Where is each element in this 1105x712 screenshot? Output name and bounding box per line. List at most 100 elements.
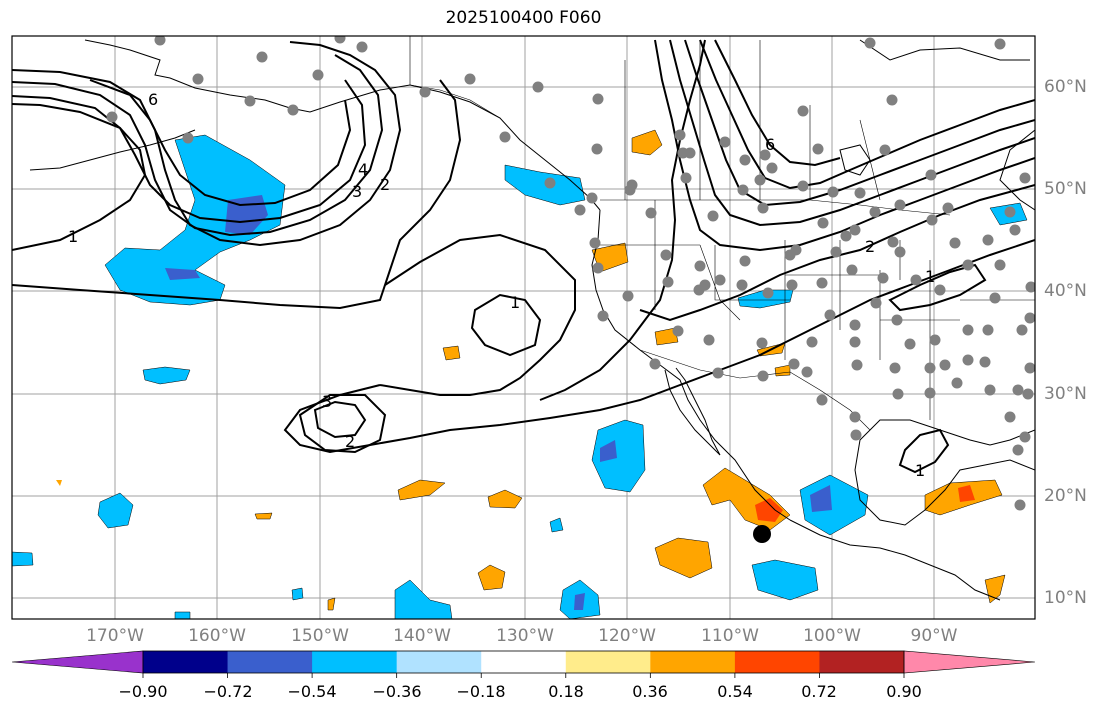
station-dot <box>192 73 204 85</box>
station-dot <box>662 276 674 288</box>
us-canada-border <box>600 199 951 216</box>
station-dot <box>1009 224 1021 236</box>
station-dot <box>846 264 858 276</box>
station-dot <box>962 324 974 336</box>
station-dot <box>951 377 963 389</box>
station-dot <box>592 262 604 274</box>
station-dot <box>849 411 861 423</box>
shade-offshore-west <box>142 366 191 385</box>
shade-yucatan-core <box>958 485 975 502</box>
station-dot <box>924 387 936 399</box>
station-dot <box>672 325 684 337</box>
colorbar-segment <box>565 651 651 673</box>
station-dot <box>312 69 324 81</box>
station-dot <box>994 38 1006 50</box>
colorbar-tick: 0.90 <box>886 682 922 701</box>
station-dot <box>889 362 901 374</box>
contour-6-gulf <box>89 79 352 207</box>
shade-pacific-south-2 <box>394 579 453 619</box>
shade-alberta <box>631 129 663 156</box>
colorbar-segment <box>396 651 482 673</box>
contour-1-gulf-loop <box>898 428 950 474</box>
station-dot <box>693 284 705 296</box>
shade-mexico-south <box>799 474 869 536</box>
contour-label: 1 <box>510 293 520 312</box>
contour-2-loop <box>298 394 387 454</box>
station-dot <box>757 370 769 382</box>
station-dot <box>910 274 922 286</box>
contour-label: 4 <box>358 160 368 179</box>
station-dot <box>854 187 866 199</box>
contour-2-east <box>639 184 1035 322</box>
contour-4-gulf <box>12 54 384 237</box>
station-dot <box>334 36 346 44</box>
station-dot <box>924 362 936 374</box>
negative-anomaly-shading <box>12 134 1028 619</box>
station-dot <box>256 51 268 63</box>
station-dot <box>949 237 961 249</box>
station-dot <box>962 259 974 271</box>
map-title: 2025100400 F060 <box>445 8 602 28</box>
contour-labels: 1 1 1 1 2 2 2 3 3 4 6 6 <box>68 90 935 480</box>
station-dot <box>879 144 891 156</box>
colorbar <box>11 650 1036 678</box>
station-dot <box>597 310 609 322</box>
contour-5-rockies <box>699 39 1035 190</box>
station-dot <box>762 287 774 299</box>
lon-label: 140°W <box>393 626 451 646</box>
shade-gulf-core-2 <box>165 268 200 280</box>
shade-mexico-west-core <box>755 498 783 522</box>
shade-far-west <box>12 551 34 567</box>
station-dot <box>904 338 916 350</box>
station-dot <box>849 224 861 236</box>
colorbar-tick: −0.54 <box>287 682 337 701</box>
colorbar-tick: −0.72 <box>203 682 253 701</box>
contour-label: 3 <box>352 182 362 201</box>
contour-1-offshore <box>379 233 576 396</box>
station-dot <box>586 192 598 204</box>
contour-1-rockies <box>539 39 706 401</box>
station-dot <box>824 309 836 321</box>
station-dot <box>1019 431 1031 443</box>
station-dot <box>574 204 586 216</box>
station-dot <box>674 129 686 141</box>
station-dot <box>591 143 603 155</box>
station-dot <box>788 358 800 370</box>
station-dot <box>849 319 861 331</box>
contour-3-loop <box>313 400 367 439</box>
province-lines <box>624 40 881 201</box>
station-dot <box>712 367 724 379</box>
station-dot <box>864 37 876 49</box>
station-dot <box>1025 281 1035 293</box>
station-dot <box>979 356 991 368</box>
shade-small-5 <box>254 512 273 520</box>
contour-1-loop <box>470 293 542 357</box>
station-dot <box>1012 444 1024 456</box>
station-dot <box>827 186 839 198</box>
station-dot <box>649 358 661 370</box>
station-dot <box>737 184 749 196</box>
station-dot <box>532 81 544 93</box>
station-dot <box>754 174 766 186</box>
colorbar-tick: 0.72 <box>801 682 837 701</box>
alaska-canada-border <box>409 36 501 119</box>
coast-alaska <box>84 39 601 211</box>
colorbar-tick: −0.90 <box>118 682 168 701</box>
shade-hawaii-east <box>97 492 134 529</box>
station-dot <box>817 217 829 229</box>
station-dot <box>154 36 166 46</box>
contour-2-rockies <box>654 39 1035 252</box>
shade-gulf-of-alaska <box>104 134 286 306</box>
colorbar-tick: −0.36 <box>372 682 422 701</box>
coast-baja <box>664 367 721 456</box>
station-dot <box>806 336 818 348</box>
lat-label: 40°N <box>1044 281 1087 301</box>
contour-label: 1 <box>68 227 78 246</box>
colorbar-extend-min <box>11 650 144 674</box>
station-dot <box>719 136 731 148</box>
shade-baja-core <box>600 440 617 462</box>
station-dot <box>739 255 751 267</box>
station-dot <box>1014 499 1026 511</box>
station-dot <box>766 162 778 174</box>
